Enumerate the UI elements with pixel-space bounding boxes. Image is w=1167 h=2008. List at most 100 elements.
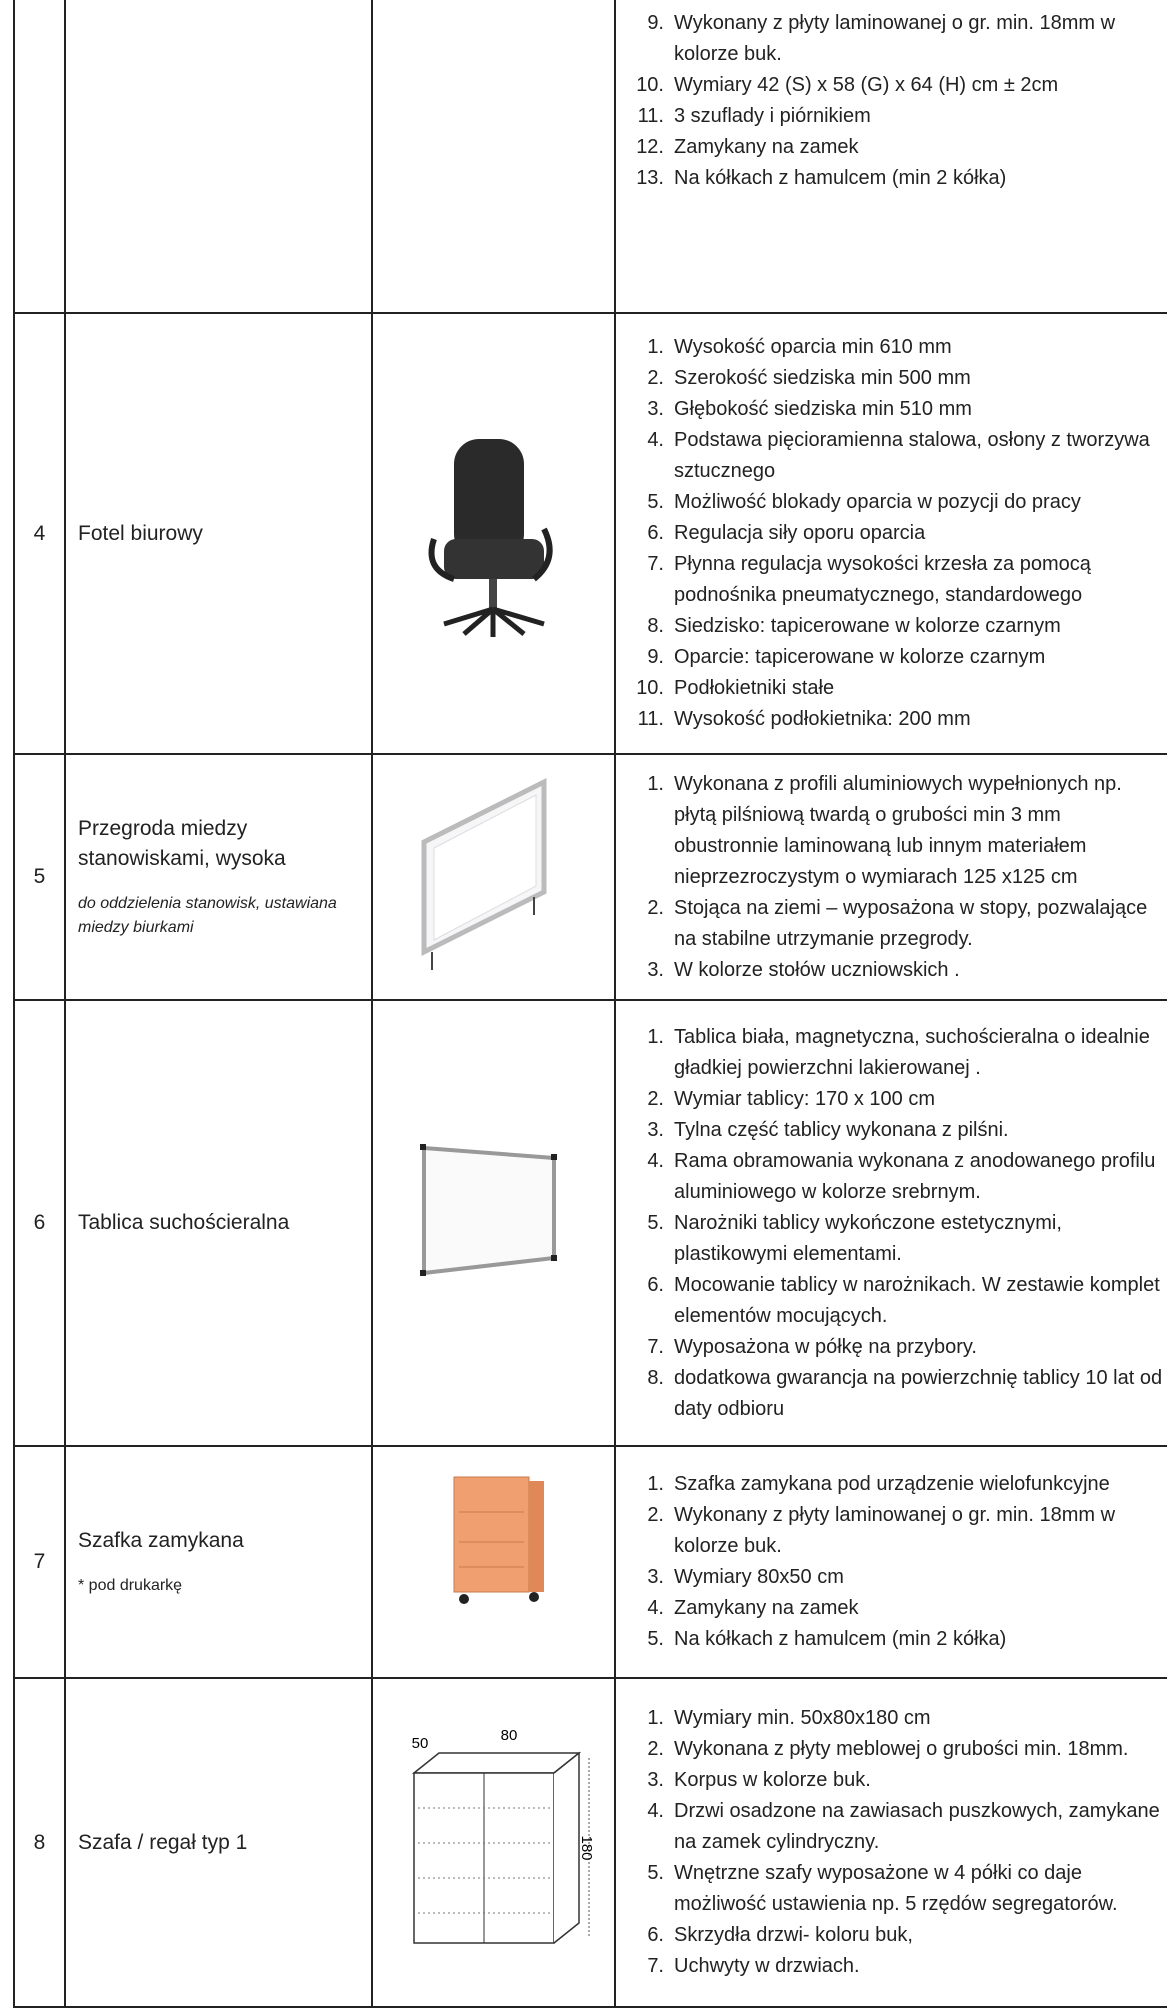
item-text: Wymiary 42 (S) x 58 (G) x 64 (H) cm ± 2c… xyxy=(674,74,1059,96)
item-number: 11. xyxy=(637,708,664,730)
spec-item: 7. Płynna regulacja wysokości krzesła za … xyxy=(624,549,1167,611)
item-text: Wymiary 80x50 cm xyxy=(674,1566,844,1588)
item-text: 3 szuflady i piórnikiem xyxy=(674,105,871,127)
item-text: Drzwi osadzone na zawiasach puszkowych, … xyxy=(674,1800,1160,1853)
spec-item: 12. Zamykany na zamek xyxy=(624,132,1167,163)
item-number: 3. xyxy=(647,1769,664,1791)
item-text: Mocowanie tablicy w narożnikach. W zesta… xyxy=(674,1273,1160,1327)
item-text: W kolorze stołów uczniowskich . xyxy=(674,958,960,981)
spec-item: 2. Stojąca na ziemi – wyposażona w stopy,… xyxy=(624,893,1167,955)
spec-list: 1. Wysokość oparcia min 610 mm 2. Szerokość… xyxy=(624,332,1167,735)
product-image xyxy=(453,1476,544,1604)
image-cell xyxy=(371,1001,614,1445)
item-number: 5. xyxy=(647,1628,664,1650)
image-cell xyxy=(371,314,614,753)
item-text: Wyposażona w półkę na przybory. xyxy=(674,1335,977,1358)
item-text: Regulacja siły oporu oparcia xyxy=(674,522,926,544)
spec-item: 4. Podstawa pięcioramienna stalowa, osłon… xyxy=(624,425,1167,487)
item-number: 8. xyxy=(647,615,664,637)
image-cell xyxy=(371,1447,614,1677)
item-number: 13. xyxy=(636,167,664,189)
item-number: 1. xyxy=(647,336,664,358)
spec-item: 4. Drzwi osadzone na zawiasach puszkowych… xyxy=(624,1796,1167,1858)
item-number: 4. xyxy=(647,429,664,451)
product-image xyxy=(428,438,553,637)
item-number: 12. xyxy=(636,136,664,158)
item-number: 3. xyxy=(647,1566,664,1588)
item-text: Wymiary min. 50x80x180 cm xyxy=(674,1707,931,1729)
product-image: 50 80 180 xyxy=(411,1728,594,1944)
table-row: 8 Szafa / regał typ 1 50 80 180 1. Wymiary mi… xyxy=(13,1679,1167,2008)
item-number: 1. xyxy=(647,1473,664,1495)
item-text: Na kółkach z hamulcem (min 2 kółka) xyxy=(674,1628,1007,1650)
row-number: 8 xyxy=(33,1830,46,1854)
table-row: 9. Wykonany z płyty laminowanej o gr. min… xyxy=(13,0,1167,314)
table-row: 5 Przegroda miedzy stanowiskami, wysoka do… xyxy=(13,755,1167,1001)
spec-item: 10. Wymiary 42 (S) x 58 (G) x 64 (H) cm ±… xyxy=(624,70,1167,101)
item-number: 5. xyxy=(647,1211,664,1234)
item-text: Możliwość blokady oparcia w pozycji do p… xyxy=(674,491,1081,513)
item-note: * pod drukarkę xyxy=(78,1577,183,1594)
description-cell: 1. Wymiary min. 50x80x180 cm 2. Wykonana z … xyxy=(614,1679,1167,2006)
name-cell: Szafa / regał typ 1 xyxy=(64,1679,371,2006)
item-text: Szafka zamykana pod urządzenie wielofunk… xyxy=(674,1473,1110,1495)
image-cell xyxy=(371,0,614,312)
dimension-label: 80 xyxy=(500,1728,517,1744)
number-cell: 5 xyxy=(13,755,64,999)
item-name: Szafa / regał typ 1 xyxy=(78,1830,248,1854)
number-cell xyxy=(13,0,64,312)
spec-item: 3. Wymiary 80x50 cm xyxy=(624,1562,1167,1593)
item-number: 5. xyxy=(647,1862,664,1884)
name-cell: Przegroda miedzy stanowiskami, wysoka do … xyxy=(64,755,371,999)
dimension-label: 180 xyxy=(578,1835,594,1860)
item-text: Zamykany na zamek xyxy=(674,136,859,158)
item-text: Stojąca na ziemi – wyposażona w stopy, p… xyxy=(674,896,1148,950)
spec-item: 5. Narożniki tablicy wykończone estetyczn… xyxy=(624,1208,1167,1270)
spec-item: 1. Tablica biała, magnetyczna, suchościer… xyxy=(624,1022,1167,1084)
item-text: Wykonany z płyty laminowanej o gr. min. … xyxy=(674,12,1116,65)
spec-item: 3. Głębokość siedziska min 510 mm xyxy=(624,394,1167,425)
spec-item: 1. Wykonana z profili aluminiowych wypełn… xyxy=(624,769,1167,893)
description-cell: 1. Wysokość oparcia min 610 mm 2. Szerokość… xyxy=(614,314,1167,753)
item-text: Wnętrzne szafy wyposażone w 4 półki co d… xyxy=(674,1862,1118,1915)
item-number: 2. xyxy=(647,896,664,919)
item-text: Wykonana z płyty meblowej o grubości min… xyxy=(674,1738,1129,1760)
product-image xyxy=(421,777,546,970)
spec-item: 6. Mocowanie tablicy w narożnikach. W zes… xyxy=(624,1270,1167,1332)
item-text: Wymiar tablicy: 170 x 100 cm xyxy=(674,1087,936,1110)
item-text: Płynna regulacja wysokości krzesła za po… xyxy=(674,553,1091,606)
item-text: Tylna część tablicy wykonana z pilśni. xyxy=(674,1118,1009,1141)
row-number: 5 xyxy=(33,865,46,888)
spec-item: 10. Podłokietniki stałe xyxy=(624,673,1167,704)
spec-list: 1. Tablica biała, magnetyczna, suchościer… xyxy=(624,1022,1167,1425)
item-text: Podstawa pięcioramienna stalowa, osłony … xyxy=(674,429,1150,482)
item-number: 2. xyxy=(647,1087,664,1110)
dimension-label: 50 xyxy=(411,1735,428,1752)
spec-item: 8. Siedzisko: tapicerowane w kolorze czar… xyxy=(624,611,1167,642)
number-cell: 8 xyxy=(13,1679,64,2006)
number-cell: 4 xyxy=(13,314,64,753)
item-name: Tablica suchościeralna xyxy=(78,1211,290,1234)
item-number: 6. xyxy=(647,1924,664,1946)
item-number: 3. xyxy=(647,1118,664,1141)
item-number: 7. xyxy=(647,1335,664,1358)
spec-item: 5. Na kółkach z hamulcem (min 2 kółka) xyxy=(624,1624,1167,1655)
row-number: 6 xyxy=(33,1211,46,1234)
spec-item: 2. Wykonana z płyty meblowej o grubości m… xyxy=(624,1734,1167,1765)
item-text: Wysokość oparcia min 610 mm xyxy=(674,336,952,358)
item-text: Skrzydła drzwi- koloru buk, xyxy=(674,1924,913,1946)
item-text: Tablica biała, magnetyczna, suchościeral… xyxy=(674,1025,1150,1079)
item-number: 5. xyxy=(647,491,664,513)
item-name: Fotel biurowy xyxy=(78,521,203,545)
description-cell: 1. Tablica biała, magnetyczna, suchościer… xyxy=(614,1001,1167,1445)
item-number: 2. xyxy=(647,367,664,389)
item-text: Szerokość siedziska min 500 mm xyxy=(674,367,971,389)
spec-item: 13. Na kółkach z hamulcem (min 2 kółka) xyxy=(624,163,1167,194)
item-text: Zamykany na zamek xyxy=(674,1597,859,1619)
item-text: Wykonany z płyty laminowanej o gr. min. … xyxy=(674,1504,1116,1557)
spec-item: 1. Szafka zamykana pod urządzenie wielofu… xyxy=(624,1469,1167,1500)
item-text: Oparcie: tapicerowane w kolorze czarnym xyxy=(674,646,1046,668)
item-text: Siedzisko: tapicerowane w kolorze czarny… xyxy=(674,615,1061,637)
item-number: 10. xyxy=(636,677,664,699)
spec-item: 11. 3 szuflady i piórnikiem xyxy=(624,101,1167,132)
